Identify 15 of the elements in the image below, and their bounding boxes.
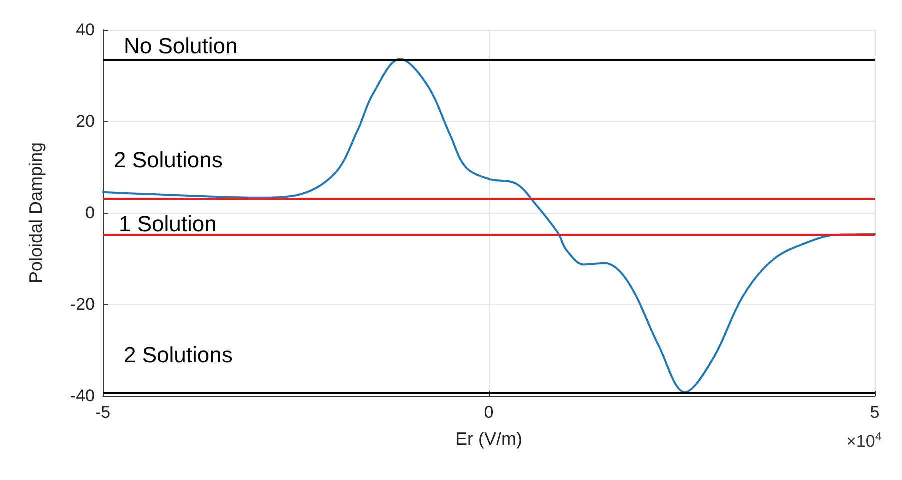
- y-tick-label: 0: [86, 204, 95, 222]
- annotation: No Solution: [124, 34, 238, 58]
- x-tick-label: 0: [484, 403, 494, 422]
- y-tick-label: -40: [70, 386, 95, 406]
- annotation: 2 Solutions: [124, 342, 233, 368]
- y-tick-label: 20: [76, 112, 95, 131]
- annotation: 1 Solution: [119, 212, 217, 236]
- y-tick-label: -20: [70, 295, 95, 314]
- x-tick-label: 5: [870, 403, 880, 422]
- x-axis-title: Er (V/m): [456, 429, 522, 449]
- x-tick-label: -5: [95, 403, 111, 422]
- line-series: [102, 58, 876, 394]
- annotation: 2 Solutions: [114, 148, 223, 172]
- y-tick-label: 40: [76, 20, 95, 40]
- y-axis-title: Poloidal Damping: [26, 142, 46, 284]
